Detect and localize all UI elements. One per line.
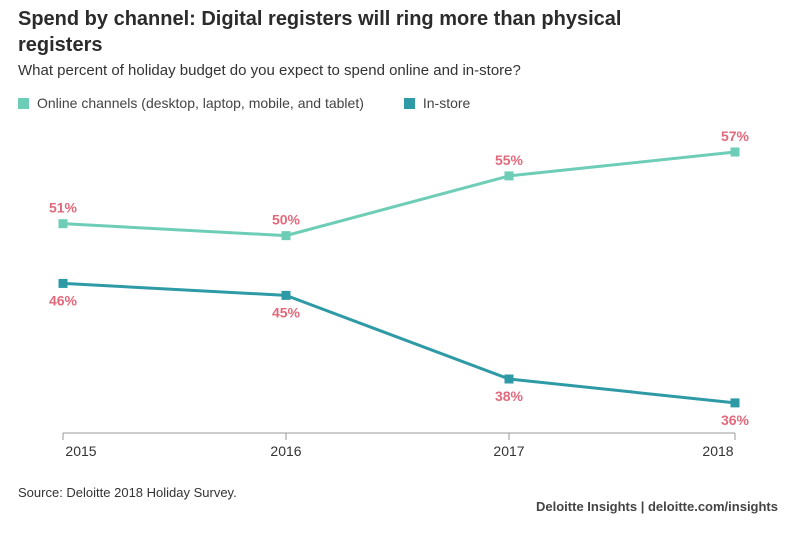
data-label-instore-2017: 38% xyxy=(495,388,524,404)
legend-label-online: Online channels (desktop, laptop, mobile… xyxy=(37,95,364,111)
series-line-instore xyxy=(62,281,736,405)
data-label-online-2016: 50% xyxy=(272,212,301,228)
data-label-instore-2016: 45% xyxy=(272,304,301,320)
legend-item-instore: In-store xyxy=(403,95,471,111)
x-tick-label-2015: 2015 xyxy=(65,443,96,459)
x-tick-label-2017: 2017 xyxy=(493,443,524,459)
data-label-online-2018: 57% xyxy=(721,128,750,144)
data-label-online-2017: 55% xyxy=(495,152,524,168)
legend-swatch-instore xyxy=(403,97,415,109)
data-label-instore-2018: 36% xyxy=(721,412,750,428)
series-line-online xyxy=(62,150,736,238)
point-instore-2015 xyxy=(58,278,68,288)
point-online-2017 xyxy=(504,171,514,181)
x-tick-label-2016: 2016 xyxy=(270,443,301,459)
point-online-2018 xyxy=(730,147,740,157)
chart-subtitle: What percent of holiday budget do you ex… xyxy=(18,62,521,79)
legend-swatch-online xyxy=(18,97,29,109)
point-instore-2017 xyxy=(504,374,514,384)
data-label-online-2015: 51% xyxy=(49,200,78,216)
point-online-2016 xyxy=(281,231,291,241)
legend-label-instore: In-store xyxy=(422,95,471,111)
point-online-2015 xyxy=(58,219,68,229)
point-instore-2016 xyxy=(281,290,291,300)
data-label-instore-2015: 46% xyxy=(49,292,78,308)
x-tick-label-2018: 2018 xyxy=(702,443,733,459)
chart-title: Spend by channel: Digital registers will… xyxy=(18,8,622,56)
brand-footer: Deloitte Insights | deloitte.com/insight… xyxy=(536,499,778,514)
legend-item-online: Online channels (desktop, laptop, mobile… xyxy=(18,95,364,111)
legend: Online channels (desktop, laptop, mobile… xyxy=(18,95,510,111)
source-note: Source: Deloitte 2018 Holiday Survey. xyxy=(18,485,237,500)
point-instore-2018 xyxy=(730,398,740,408)
